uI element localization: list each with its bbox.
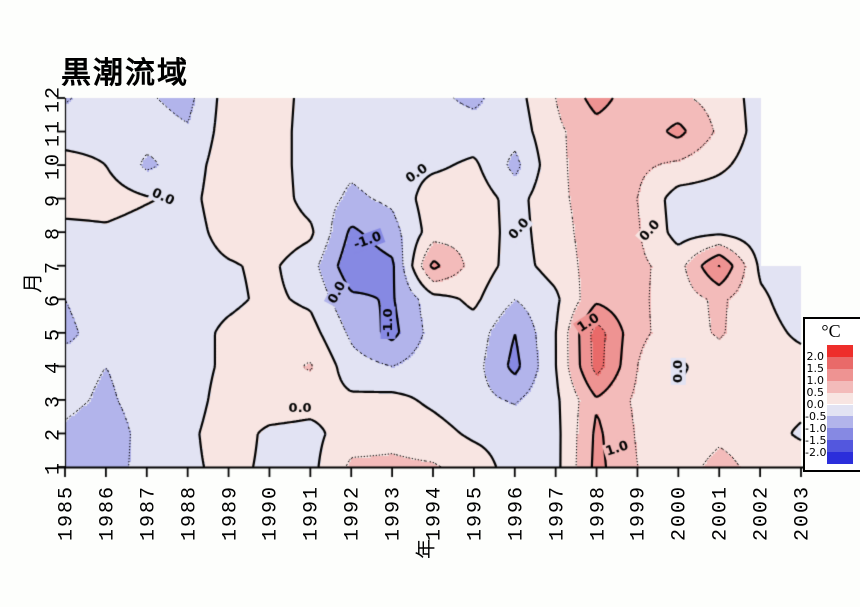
x-tick-label: 1997 (546, 484, 570, 542)
x-tick-label: 1987 (137, 484, 161, 542)
legend-tick-label: 0.0 (806, 398, 825, 411)
x-tick-label: 2001 (709, 484, 733, 542)
y-tick-label: 12 (42, 84, 66, 114)
legend-swatch (827, 404, 853, 417)
legend-tick-label: 2.0 (806, 350, 825, 364)
legend-tick-label: 0.5 (806, 386, 825, 400)
y-tick-label: 4 (42, 360, 66, 375)
y-tick-label: 3 (42, 393, 66, 408)
x-tick-label: 1989 (219, 484, 243, 542)
x-tick-label: 1998 (587, 484, 611, 542)
legend-tick-label: -0.5 (805, 409, 827, 423)
legend-swatch (827, 368, 853, 381)
x-tick-label: 1988 (178, 484, 202, 542)
colorbar-legend: °C 2.0 1.5 1.0 0.5 0.0 -0.5 -1.0 -1.5 -2.0 (803, 317, 860, 472)
x-tick-label: 1985 (55, 484, 79, 542)
legend-swatch (827, 392, 853, 405)
colorbar-unit-label: °C (821, 321, 841, 341)
y-tick-label: 8 (42, 226, 66, 241)
legend-swatch (827, 380, 853, 393)
x-tick-label: 1992 (341, 484, 365, 542)
legend-swatch (827, 428, 853, 441)
x-tick-label: 1996 (505, 484, 529, 542)
chart-title: 黒潮流域 (61, 56, 189, 91)
legend-swatch (827, 440, 853, 453)
x-axis-title: 年 (413, 539, 438, 559)
y-tick-label: 10 (42, 152, 66, 181)
x-tick-label: 1991 (300, 484, 324, 542)
y-tick-label: 6 (42, 293, 66, 308)
x-tick-label: 1994 (423, 484, 447, 542)
legend-tick-label: -2.0 (805, 445, 827, 459)
x-tick-label: 1993 (382, 484, 406, 542)
x-tick-label: 2003 (791, 484, 815, 542)
x-tick-label: 2000 (668, 484, 692, 542)
legend-swatch (827, 416, 853, 429)
y-tick-label: 5 (42, 326, 66, 341)
y-axis-title: 月 (20, 273, 45, 293)
legend-swatch (827, 452, 853, 464)
legend-tick-label: 1.0 (806, 374, 825, 388)
legend-tick-label: -1.0 (805, 421, 827, 435)
y-tick-label: 1 (42, 460, 66, 476)
legend-swatch (827, 345, 853, 357)
x-tick-label: 1995 (464, 484, 488, 542)
legend-tick-label: 1.5 (806, 362, 825, 376)
x-tick-label: 2002 (750, 484, 774, 542)
y-tick-label: 7 (42, 259, 66, 274)
x-tick-label: 1999 (627, 484, 651, 542)
y-tick-label: 2 (42, 427, 66, 442)
legend-tick-label: -1.5 (805, 433, 827, 447)
y-tick-label: 11 (42, 118, 66, 147)
y-tick-label: 9 (42, 192, 66, 207)
legend-swatch (827, 356, 853, 369)
x-tick-label: 1986 (96, 484, 120, 542)
x-tick-label: 1990 (259, 484, 283, 542)
